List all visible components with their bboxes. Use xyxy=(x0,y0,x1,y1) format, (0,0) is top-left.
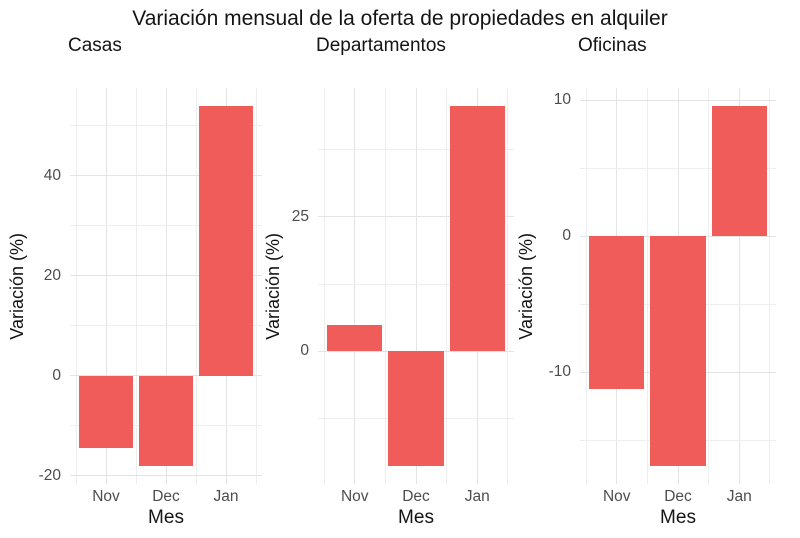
facet-label-casas: Casas xyxy=(68,35,122,56)
x-tick-label-nov: Nov xyxy=(340,488,369,505)
panels-row: Casas Variación (%) -20 0 20 40 Nov Dec Jan Mes De… xyxy=(0,34,800,529)
gridline-vertical-minor xyxy=(769,88,771,484)
facet-panel-casas: Casas Variación (%) -20 0 20 40 Nov Dec Jan Mes xyxy=(6,34,262,529)
gridline-horizontal-major xyxy=(580,99,776,101)
facet-label-departamentos: Departamentos xyxy=(316,35,446,56)
x-tick-label-jan: Jan xyxy=(726,488,752,505)
gridline-vertical-minor xyxy=(384,88,386,484)
y-axis-title: Variación (%) xyxy=(262,88,284,484)
gridline-vertical-major xyxy=(415,88,417,484)
x-tick-label-nov: Nov xyxy=(92,488,120,505)
x-tick-label-dec: Dec xyxy=(664,488,692,505)
gridline-horizontal-minor xyxy=(70,225,262,226)
gridline-vertical-minor xyxy=(507,88,509,484)
bar-departamentos-jan xyxy=(449,105,505,352)
facet-panel-oficinas: Oficinas Variación (%) -10 0 10 Nov Dec Jan Mes xyxy=(514,34,776,529)
gridline-vertical-major xyxy=(738,88,740,484)
bar-oficinas-jan xyxy=(711,105,767,237)
gridline-horizontal-minor xyxy=(70,325,262,326)
chart-title: Variación mensual de la oferta de propie… xyxy=(132,7,668,30)
plot-area-departamentos xyxy=(318,88,514,484)
x-tick-labels: Nov Dec Jan xyxy=(514,484,776,506)
y-tick-label: 40 xyxy=(43,166,61,184)
plot-area-casas xyxy=(70,88,262,484)
gridline-horizontal-minor xyxy=(580,167,776,169)
gridline-vertical-minor xyxy=(646,88,648,484)
gridline-horizontal-major xyxy=(318,216,514,218)
x-tick-label-dec: Dec xyxy=(152,488,180,505)
y-tick-label: -10 xyxy=(548,363,571,381)
panel-body: Variación (%) -20 0 20 40 xyxy=(6,88,262,484)
y-axis-title: Variación (%) xyxy=(514,88,538,484)
panel-body: Variación (%) 0 25 xyxy=(262,88,514,484)
bar-casas-dec xyxy=(139,375,193,466)
x-tick-label-jan: Jan xyxy=(213,488,239,505)
facet-panel-departamentos: Departamentos Variación (%) 0 25 Nov Dec Jan Me… xyxy=(262,34,514,529)
y-axis-title: Variación (%) xyxy=(6,88,28,484)
x-axis-title: Mes xyxy=(660,507,696,528)
y-tick-label: 0 xyxy=(52,366,61,384)
gridline-vertical-minor xyxy=(135,88,137,484)
y-axis-title-text: Variación (%) xyxy=(515,232,536,340)
gridline-vertical-minor xyxy=(75,88,77,484)
y-tick-label: 25 xyxy=(291,207,309,225)
y-tick-label: 0 xyxy=(562,227,571,245)
gridline-horizontal-major xyxy=(70,275,262,276)
gridline-horizontal-major xyxy=(70,175,262,176)
gridline-vertical-minor xyxy=(195,88,197,484)
x-tick-labels: Nov Dec Jan xyxy=(262,484,514,506)
bar-casas-nov xyxy=(79,375,133,448)
gridline-horizontal-major xyxy=(70,475,262,476)
gridline-horizontal-minor xyxy=(318,283,514,285)
y-axis-title-text: Variación (%) xyxy=(6,232,27,340)
plot-area-oficinas xyxy=(580,88,776,484)
y-tick-label: 0 xyxy=(300,342,309,360)
y-axis-title-text: Variación (%) xyxy=(262,232,283,340)
gridline-vertical-minor xyxy=(255,88,257,484)
x-axis-title: Mes xyxy=(148,507,184,528)
gridline-horizontal-minor xyxy=(318,148,514,150)
bar-casas-jan xyxy=(199,106,253,376)
gridline-vertical-major xyxy=(165,88,167,484)
bar-departamentos-dec xyxy=(388,351,444,467)
gridline-vertical-minor xyxy=(446,88,448,484)
x-tick-label-jan: Jan xyxy=(464,488,490,505)
bar-oficinas-dec xyxy=(650,236,706,467)
x-axis-title: Mes xyxy=(398,507,434,528)
bar-oficinas-nov xyxy=(589,236,645,389)
gridline-vertical-minor xyxy=(585,88,587,484)
gridline-horizontal-minor xyxy=(70,125,262,126)
y-tick-label: 10 xyxy=(553,91,571,109)
x-tick-label-nov: Nov xyxy=(602,488,631,505)
y-tick-label: 20 xyxy=(43,266,61,284)
gridline-vertical-major xyxy=(354,88,356,484)
facet-label-oficinas: Oficinas xyxy=(578,35,647,56)
gridline-vertical-minor xyxy=(323,88,325,484)
x-tick-labels: Nov Dec Jan xyxy=(6,484,262,506)
gridline-vertical-minor xyxy=(708,88,710,484)
panel-body: Variación (%) -10 0 10 xyxy=(514,88,776,484)
bar-departamentos-nov xyxy=(327,324,383,352)
y-tick-label: -20 xyxy=(38,466,61,484)
gridline-vertical-major xyxy=(105,88,107,484)
x-tick-label-dec: Dec xyxy=(402,488,430,505)
